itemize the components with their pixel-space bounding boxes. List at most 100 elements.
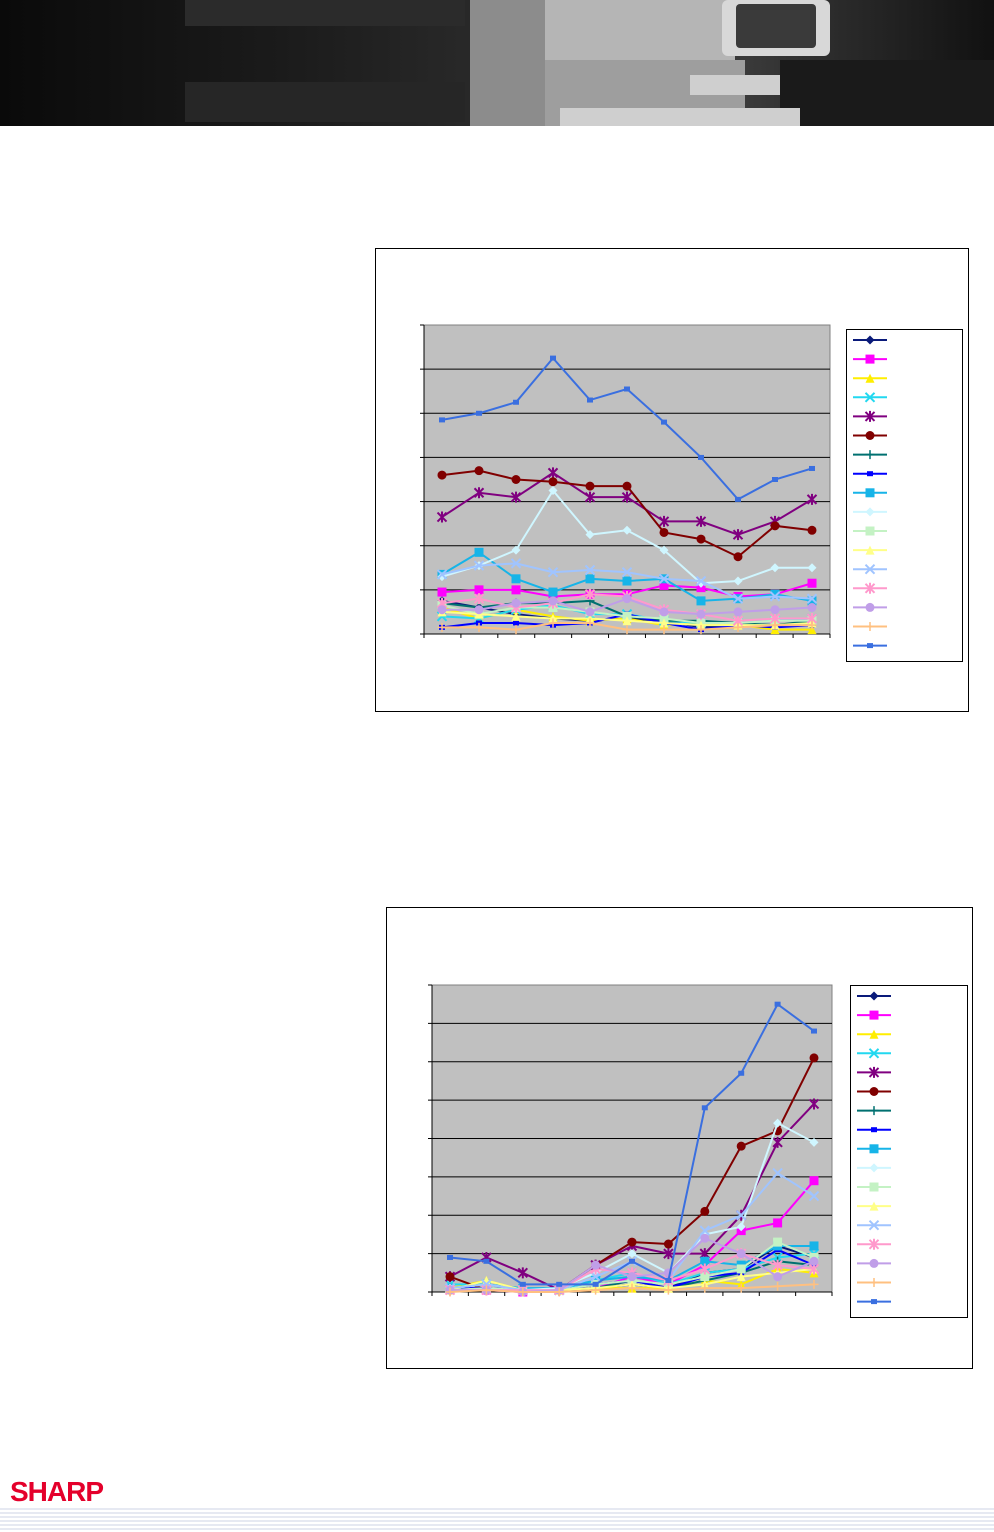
data-point bbox=[807, 596, 817, 606]
legend-marker bbox=[871, 1127, 877, 1133]
legend-marker bbox=[864, 563, 876, 575]
legend-entry-11 bbox=[857, 1182, 891, 1192]
data-point bbox=[436, 569, 448, 580]
data-point bbox=[774, 1001, 781, 1007]
data-point bbox=[591, 1285, 601, 1295]
data-point bbox=[736, 1283, 746, 1293]
data-point bbox=[437, 587, 447, 597]
legend-entry-13 bbox=[857, 1219, 891, 1231]
data-point bbox=[548, 477, 558, 487]
data-point bbox=[733, 607, 743, 617]
legend-entry-12 bbox=[853, 545, 887, 555]
data-point bbox=[548, 486, 558, 496]
data-point bbox=[735, 496, 741, 502]
legend-marker bbox=[868, 1048, 880, 1059]
data-point bbox=[807, 563, 817, 573]
data-point bbox=[696, 609, 706, 619]
data-point bbox=[661, 419, 667, 425]
data-point bbox=[436, 511, 448, 523]
data-point bbox=[445, 1287, 455, 1297]
header-banner-image bbox=[0, 0, 994, 126]
legend-entry-15 bbox=[857, 1258, 891, 1268]
data-point bbox=[700, 1206, 710, 1216]
data-point bbox=[700, 1272, 710, 1282]
data-point bbox=[659, 625, 669, 635]
data-point bbox=[622, 576, 632, 586]
data-point bbox=[770, 605, 780, 615]
legend-marker bbox=[867, 643, 873, 649]
data-point bbox=[585, 574, 595, 584]
data-point bbox=[627, 1237, 637, 1247]
data-point bbox=[659, 580, 669, 590]
data-point bbox=[773, 1281, 783, 1291]
legend-entry-1 bbox=[853, 335, 887, 345]
chart-2-svg bbox=[428, 984, 833, 1297]
data-point bbox=[622, 616, 632, 626]
legend-entry-2 bbox=[853, 354, 887, 364]
legend-entry-14 bbox=[853, 582, 887, 594]
data-point bbox=[658, 515, 670, 527]
data-point bbox=[584, 588, 596, 600]
legend-marker bbox=[869, 1010, 879, 1020]
data-point bbox=[807, 620, 817, 630]
copier-photo bbox=[185, 0, 994, 126]
data-point bbox=[627, 1272, 637, 1282]
legend-entry-5 bbox=[853, 410, 887, 422]
data-point bbox=[548, 596, 558, 606]
data-point bbox=[659, 607, 669, 617]
data-point bbox=[699, 1263, 711, 1275]
legend-marker bbox=[864, 410, 876, 422]
data-point bbox=[585, 481, 595, 491]
data-point bbox=[807, 525, 817, 535]
legend-entry-6 bbox=[857, 1087, 891, 1096]
data-point bbox=[584, 564, 596, 576]
data-point bbox=[439, 417, 445, 423]
data-point bbox=[511, 611, 521, 621]
data-point bbox=[518, 1287, 528, 1297]
legend-entry-8 bbox=[857, 1127, 891, 1133]
data-point bbox=[447, 1254, 453, 1260]
data-point bbox=[732, 593, 744, 604]
legend-marker bbox=[869, 1144, 879, 1154]
data-point bbox=[556, 1281, 563, 1287]
data-point bbox=[807, 578, 817, 588]
series-17 bbox=[447, 1001, 817, 1287]
legend-marker bbox=[865, 354, 875, 364]
legend-marker bbox=[869, 1201, 879, 1211]
data-point bbox=[809, 1256, 819, 1266]
data-point bbox=[736, 1141, 746, 1151]
data-point bbox=[511, 475, 521, 484]
data-point bbox=[474, 585, 484, 595]
legend-entry-3 bbox=[853, 373, 887, 383]
legend-marker bbox=[865, 545, 875, 555]
legend-entry-16 bbox=[853, 622, 887, 631]
data-point bbox=[809, 465, 815, 471]
data-point bbox=[773, 1237, 783, 1247]
svg-text:SHARP: SHARP bbox=[10, 1476, 103, 1505]
data-point bbox=[590, 1271, 601, 1282]
data-point bbox=[473, 487, 485, 499]
data-point bbox=[806, 593, 818, 604]
data-point bbox=[622, 625, 632, 635]
data-point bbox=[772, 477, 778, 482]
legend-marker bbox=[865, 602, 875, 612]
data-point bbox=[511, 598, 521, 608]
data-point bbox=[659, 618, 669, 628]
legend-marker bbox=[869, 1029, 879, 1039]
legend-entry-9 bbox=[857, 1144, 891, 1154]
chart-1 bbox=[375, 248, 969, 712]
data-point bbox=[659, 545, 669, 555]
legend-marker bbox=[869, 1278, 879, 1287]
data-point bbox=[437, 572, 447, 582]
data-point bbox=[483, 1258, 490, 1264]
chart-2 bbox=[386, 907, 973, 1369]
legend-entry-17 bbox=[853, 643, 887, 649]
legend-marker bbox=[865, 507, 875, 517]
series-16 bbox=[445, 1279, 819, 1297]
data-point bbox=[770, 563, 780, 573]
data-point bbox=[663, 1285, 673, 1295]
legend-marker bbox=[865, 335, 875, 345]
data-point bbox=[700, 1256, 710, 1266]
data-point bbox=[773, 1218, 783, 1228]
data-point bbox=[732, 529, 744, 541]
